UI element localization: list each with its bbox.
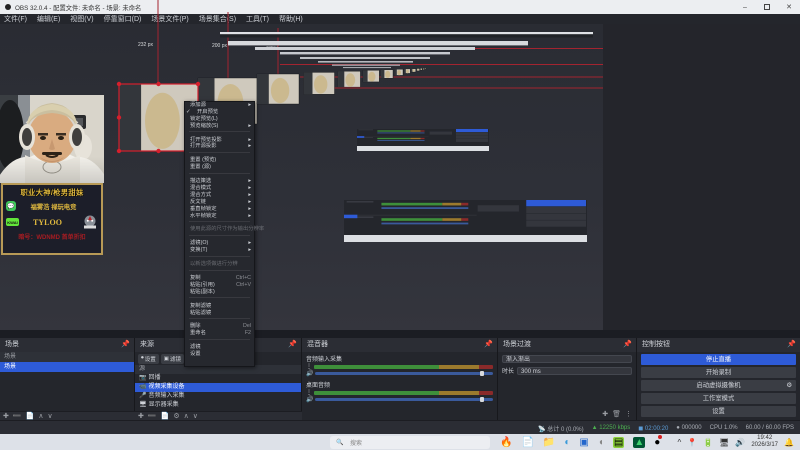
svg-text:232 px: 232 px xyxy=(138,42,154,48)
svg-text:200 px: 200 px xyxy=(212,43,228,49)
